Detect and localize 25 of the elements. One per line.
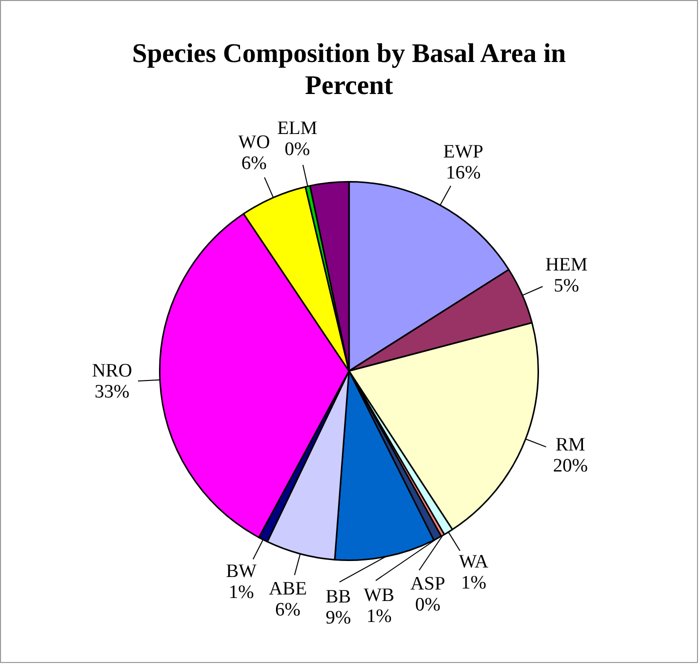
slice-label: HEM xyxy=(545,254,588,276)
data-label: 33% xyxy=(94,382,130,403)
data-label: 0% xyxy=(415,594,441,616)
chart-title: Species Composition by Basal Area in Percent xyxy=(131,37,567,101)
data-label: 1% xyxy=(460,572,486,594)
data-label: 6% xyxy=(275,600,301,621)
data-label: 20% xyxy=(552,456,588,477)
slice-label: EWP xyxy=(443,142,484,163)
slice-label: NRO xyxy=(92,360,132,382)
slice-label: WO xyxy=(238,132,270,154)
slice-label: WA xyxy=(458,551,489,572)
data-label: 16% xyxy=(446,162,481,184)
data-label: 1% xyxy=(228,582,254,603)
slice-label: WB xyxy=(364,584,394,606)
slice-label: RM xyxy=(556,434,586,456)
data-label: 5% xyxy=(554,276,580,297)
slice-label: ELM xyxy=(277,118,318,139)
data-label: 1% xyxy=(366,606,392,627)
data-label: 0% xyxy=(284,138,310,160)
slice-label: ABE xyxy=(268,578,307,600)
data-label: 9% xyxy=(326,607,352,628)
slice-label: BW xyxy=(226,560,257,582)
slice-label: BB xyxy=(326,586,351,608)
data-label: 6% xyxy=(241,153,267,174)
slice-label: ASP xyxy=(410,573,446,594)
